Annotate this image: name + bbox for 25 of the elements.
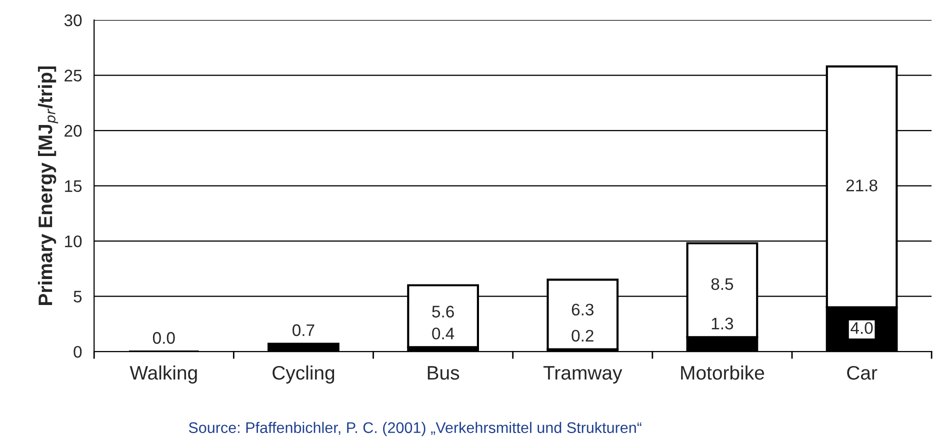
y-tick-label: 25	[64, 70, 82, 82]
x-tick-label: Motorbike	[681, 365, 764, 380]
data-label: 0.0	[152, 332, 175, 344]
data-label: 5.6	[432, 306, 454, 318]
x-tick-label: Tramway	[543, 366, 622, 384]
y-tick-label: 20	[64, 124, 82, 137]
data-label: 4.0	[850, 322, 873, 334]
x-tick-label: Cycling	[272, 365, 334, 384]
data-label: 6.3	[572, 304, 594, 316]
x-tick-label: Bus	[428, 366, 460, 380]
x-tick-label: Car	[847, 366, 878, 380]
data-label: 21.8	[846, 180, 878, 192]
data-label: 0.4	[432, 328, 454, 340]
y-tick-label: 10	[65, 235, 82, 248]
y-tick-label: 15	[65, 180, 82, 192]
data-label: 0.2	[572, 330, 594, 342]
x-tick-label: Walking	[130, 365, 197, 384]
y-tick-label: 30	[64, 14, 82, 26]
data-label: 1.3	[712, 318, 734, 330]
source-note: Source: Pfaffenbichler, P. C. (2001) „Verkehrsmittel und Strukturen“	[188, 422, 642, 436]
y-axis-title: Primary Energy [MJ$_{pr}$/trip]	[38, 66, 58, 305]
data-label: 0.7	[292, 324, 314, 336]
y-tick-label: 0	[74, 346, 82, 358]
data-label: 8.5	[711, 278, 734, 290]
y-tick-label: 5	[74, 290, 82, 302]
